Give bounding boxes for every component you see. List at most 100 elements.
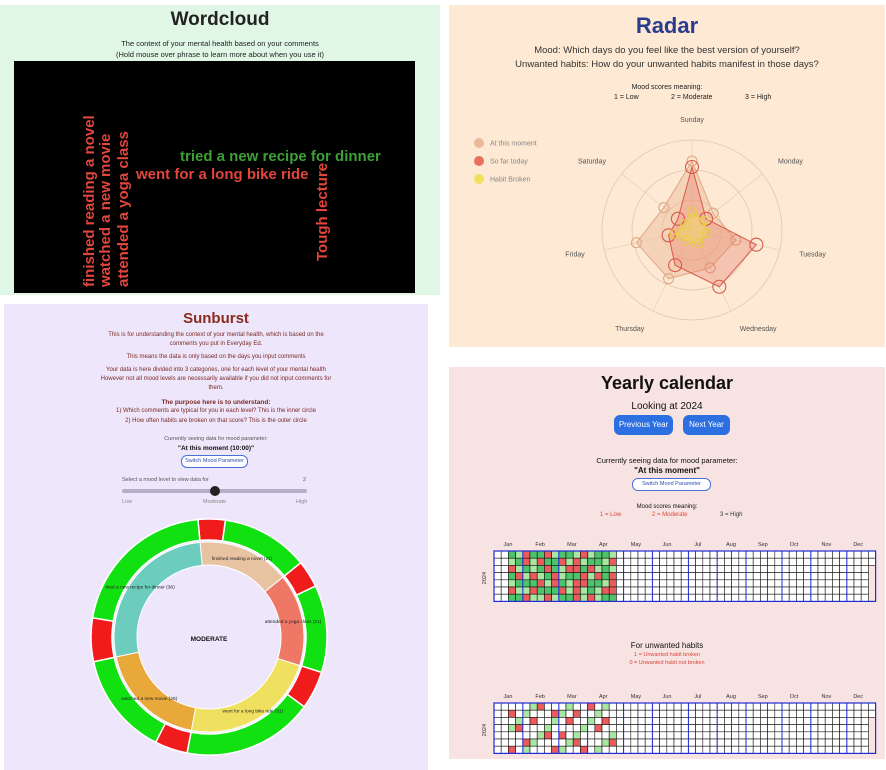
calendar-day-cell[interactable] [846,724,855,733]
wordcloud-phrase[interactable]: finished reading a novel [81,115,98,287]
calendar-day-cell[interactable] [702,731,711,740]
radar-point[interactable] [686,206,698,218]
calendar-day-cell[interactable] [767,717,776,725]
calendar-day-cell[interactable] [702,586,711,595]
calendar-day-cell[interactable] [832,593,840,602]
calendar-day-cell[interactable] [659,557,668,566]
calendar-day-cell[interactable] [666,565,675,573]
calendar-day-cell[interactable] [515,572,524,581]
calendar-day-cell[interactable] [709,593,718,602]
calendar-day-cell[interactable] [551,717,560,725]
calendar-day-cell[interactable] [508,702,516,711]
calendar-day-cell[interactable] [529,565,538,573]
calendar-day-cell[interactable] [572,745,581,754]
wordcloud-phrase[interactable]: attended a yoga class [115,131,132,287]
calendar-day-cell[interactable] [817,738,826,747]
calendar-day-cell[interactable] [767,557,776,566]
calendar-day-cell[interactable] [630,745,639,754]
calendar-day-cell[interactable] [688,579,696,588]
calendar-day-cell[interactable] [695,593,704,602]
calendar-day-cell[interactable] [824,745,833,754]
calendar-day-cell[interactable] [688,738,696,747]
calendar-day-cell[interactable] [572,731,581,740]
calendar-day-cell[interactable] [868,702,876,711]
calendar-day-cell[interactable] [594,717,603,725]
calendar-day-cell[interactable] [709,565,718,573]
calendar-day-cell[interactable] [803,593,812,602]
calendar-day-cell[interactable] [702,738,711,747]
calendar-day-cell[interactable] [529,586,538,595]
calendar-day-cell[interactable] [860,745,869,754]
calendar-day-cell[interactable] [594,572,603,581]
calendar-day-cell[interactable] [702,593,711,602]
sunburst-inner-segment[interactable] [113,541,203,658]
calendar-day-cell[interactable] [702,702,711,711]
calendar-day-cell[interactable] [688,731,696,740]
calendar-day-cell[interactable] [846,565,855,573]
calendar-day-cell[interactable] [688,557,696,566]
calendar-day-cell[interactable] [767,593,776,602]
calendar-day-cell[interactable] [666,745,675,754]
calendar-day-cell[interactable] [565,702,574,711]
calendar-day-cell[interactable] [752,709,761,718]
calendar-day-cell[interactable] [508,738,516,747]
calendar-day-cell[interactable] [666,586,675,595]
calendar-day-cell[interactable] [860,586,869,595]
calendar-day-cell[interactable] [839,724,848,733]
calendar-day-cell[interactable] [551,731,560,740]
calendar-day-cell[interactable] [587,731,596,740]
calendar-day-cell[interactable] [508,745,516,754]
calendar-day-cell[interactable] [752,550,761,559]
calendar-day-cell[interactable] [623,586,632,595]
calendar-day-cell[interactable] [508,724,516,733]
calendar-day-cell[interactable] [616,593,624,602]
calendar-day-cell[interactable] [738,557,747,566]
calendar-day-cell[interactable] [745,557,754,566]
calendar-day-cell[interactable] [680,572,689,581]
calendar-day-cell[interactable] [587,572,596,581]
calendar-day-cell[interactable] [680,593,689,602]
calendar-day-cell[interactable] [666,724,675,733]
calendar-day-cell[interactable] [536,738,545,747]
calendar-day-cell[interactable] [644,579,653,588]
calendar-day-cell[interactable] [810,550,819,559]
calendar-day-cell[interactable] [637,593,646,602]
calendar-day-cell[interactable] [731,724,740,733]
calendar-day-cell[interactable] [572,557,581,566]
calendar-day-cell[interactable] [515,586,524,595]
calendar-day-cell[interactable] [738,565,747,573]
calendar-day-cell[interactable] [608,709,617,718]
calendar-day-cell[interactable] [803,550,812,559]
calendar-day-cell[interactable] [724,550,732,559]
calendar-day-cell[interactable] [536,702,545,711]
calendar-day-cell[interactable] [738,745,747,754]
calendar-day-cell[interactable] [522,565,531,573]
calendar-day-cell[interactable] [774,731,783,740]
calendar-day-cell[interactable] [666,593,675,602]
calendar-day-cell[interactable] [853,557,862,566]
calendar-day-cell[interactable] [846,586,855,595]
calendar-day-cell[interactable] [716,702,725,711]
calendar-day-cell[interactable] [688,586,696,595]
calendar-day-cell[interactable] [860,702,869,711]
calendar-day-cell[interactable] [616,709,624,718]
calendar-day-cell[interactable] [832,702,840,711]
calendar-day-cell[interactable] [832,724,840,733]
calendar-day-cell[interactable] [666,717,675,725]
calendar-day-cell[interactable] [551,745,560,754]
calendar-day-cell[interactable] [824,565,833,573]
calendar-day-cell[interactable] [544,550,552,559]
previous-year-button[interactable]: Previous Year [614,415,673,435]
calendar-day-cell[interactable] [673,709,682,718]
calendar-day-cell[interactable] [796,731,804,740]
calendar-day-cell[interactable] [760,745,768,754]
calendar-day-cell[interactable] [868,709,876,718]
calendar-day-cell[interactable] [716,579,725,588]
calendar-day-cell[interactable] [752,579,761,588]
calendar-day-cell[interactable] [752,738,761,747]
calendar-day-cell[interactable] [587,702,596,711]
calendar-day-cell[interactable] [716,709,725,718]
calendar-day-cell[interactable] [616,745,624,754]
calendar-day-cell[interactable] [572,717,581,725]
calendar-day-cell[interactable] [637,724,646,733]
